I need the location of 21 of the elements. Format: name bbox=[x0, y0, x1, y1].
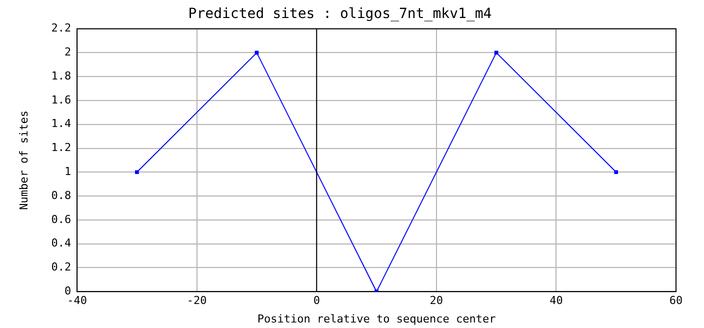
x-tick-label: 20 bbox=[430, 294, 444, 308]
x-tick-label: 0 bbox=[313, 294, 320, 308]
y-axis-title: Number of sites bbox=[17, 110, 30, 210]
y-tick-label: 0.6 bbox=[51, 212, 72, 226]
x-tick-label: 60 bbox=[669, 294, 683, 308]
y-tick-label: 1.2 bbox=[51, 141, 72, 154]
x-tick-label: 40 bbox=[550, 294, 563, 308]
y-tick-label: 1.4 bbox=[51, 117, 72, 130]
y-tick-label: 1 bbox=[64, 165, 72, 178]
y-tick-label: 1.6 bbox=[51, 93, 72, 106]
point bbox=[614, 170, 618, 174]
y-tick-label: 1.8 bbox=[51, 69, 72, 82]
y-tick-label: 0.2 bbox=[51, 260, 72, 274]
y-tick-label: 0.4 bbox=[51, 236, 72, 250]
chart-title: Predicted sites : oligos_7nt_mkv1_m4 bbox=[188, 6, 492, 22]
y-tick-label: 0.8 bbox=[51, 188, 72, 202]
x-tick-label: -20 bbox=[186, 294, 207, 308]
x-axis-title: Position relative to sequence center bbox=[257, 312, 496, 326]
point bbox=[135, 170, 139, 174]
y-tick-label: 2 bbox=[64, 46, 72, 59]
y-tick-label: 2.2 bbox=[51, 22, 72, 35]
